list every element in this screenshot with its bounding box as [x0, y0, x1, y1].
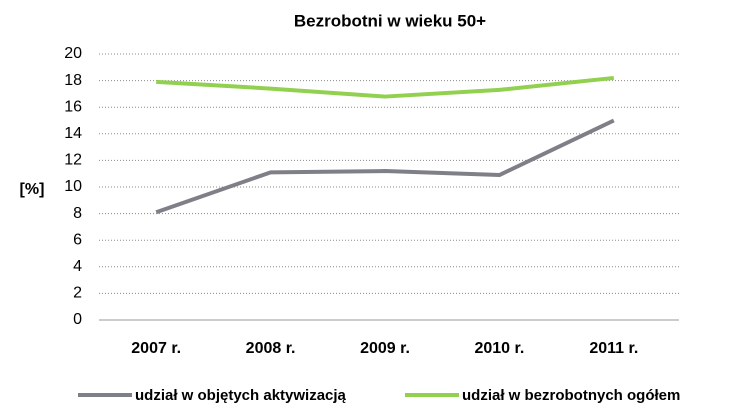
legend-label: udział w objętych aktywizacją: [135, 387, 347, 404]
line-series: [156, 75, 615, 99]
y-axis-label: [%]: [20, 181, 45, 198]
y-tick-label: 20: [64, 45, 82, 62]
x-tick-label: 2008 r.: [246, 340, 296, 357]
y-tick-label: 8: [73, 205, 82, 222]
y-tick-label: 0: [73, 311, 82, 328]
y-tick-label: 2: [73, 285, 82, 302]
chart-title: Bezrobotni w wieku 50+: [294, 11, 486, 30]
y-tick-label: 16: [64, 98, 82, 115]
y-tick-label: 18: [64, 72, 82, 89]
x-tick-label: 2011 r.: [589, 340, 638, 357]
y-tick-label: 10: [64, 178, 82, 195]
legend-label: udział w bezrobotnych ogółem: [462, 387, 680, 404]
x-tick-label: 2009 r.: [360, 340, 410, 357]
line-series: [155, 118, 615, 215]
x-tick-label: 2010 r.: [474, 340, 524, 357]
x-tick-label: 2007 r.: [131, 340, 181, 357]
y-tick-label: 14: [64, 125, 82, 142]
y-tick-label: 12: [64, 152, 82, 169]
y-tick-label: 6: [73, 231, 82, 248]
y-tick-label: 4: [73, 258, 82, 275]
